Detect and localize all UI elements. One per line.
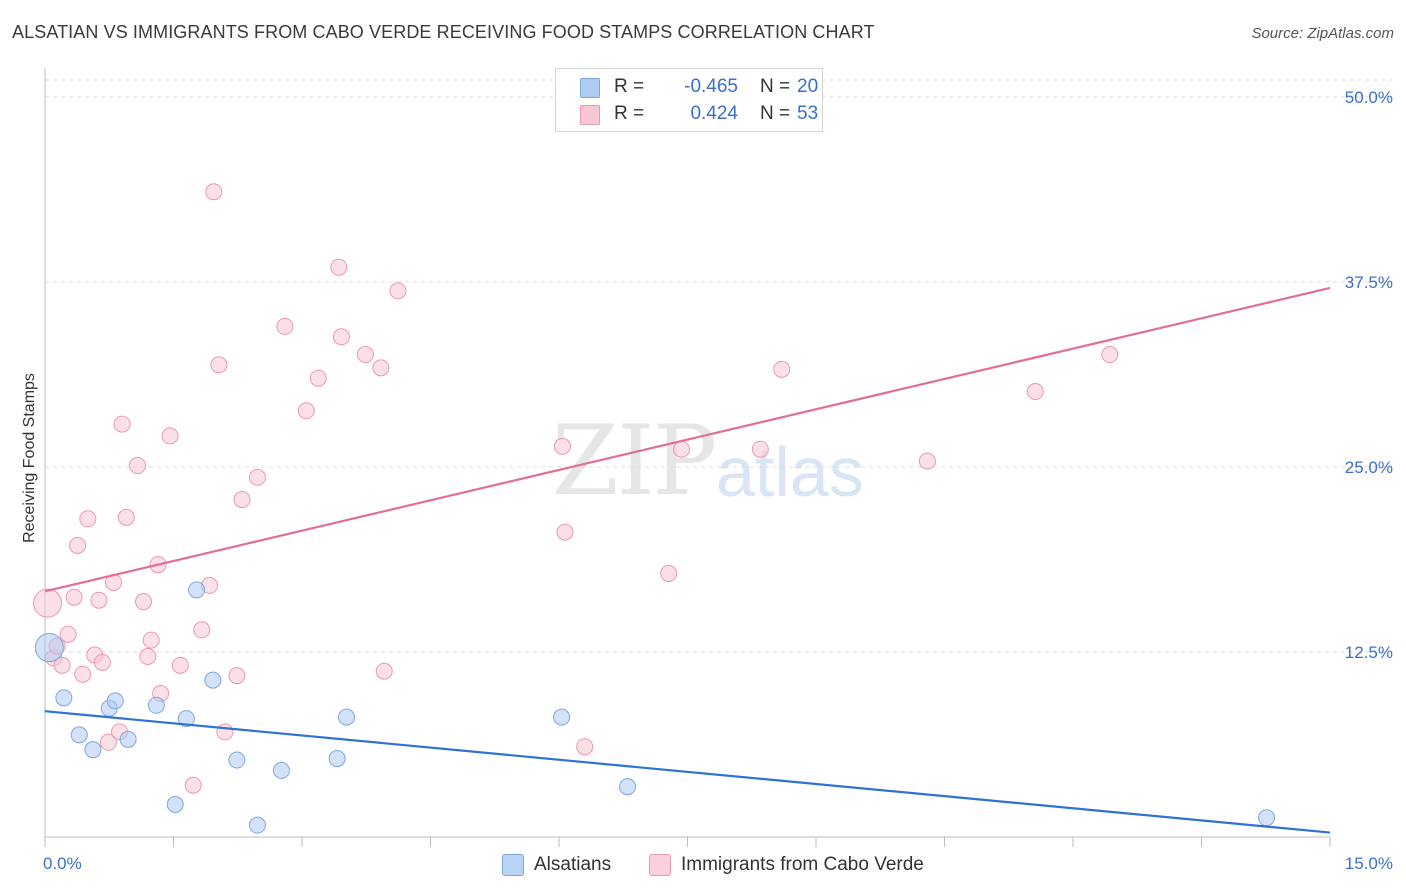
data-point-cabo-verde: [161, 427, 179, 445]
data-point-cabo-verde: [99, 733, 117, 751]
series-points-alsatians: [34, 581, 1276, 834]
data-point-cabo-verde: [330, 258, 348, 276]
trend-line-alsatians: [44, 710, 1331, 834]
data-point-cabo-verde: [248, 468, 266, 486]
n-value: 53: [797, 103, 819, 124]
data-point-cabo-verde: [1101, 346, 1119, 364]
data-point-cabo-verde: [553, 437, 571, 455]
data-point-cabo-verde: [309, 369, 327, 387]
trend-line-cabo-verde: [44, 286, 1331, 593]
n-value: 20: [797, 76, 819, 97]
data-point-cabo-verde: [576, 738, 594, 756]
data-point-cabo-verde: [59, 625, 77, 643]
legend-swatch-alsatians: [580, 78, 600, 98]
data-point-cabo-verde: [356, 346, 374, 364]
data-point-alsatians: [248, 816, 266, 834]
data-point-alsatians: [228, 751, 246, 769]
data-point-alsatians: [328, 750, 346, 768]
data-point-cabo-verde: [233, 491, 251, 509]
x-tick-label-min: 0.0%: [43, 854, 82, 873]
tick-labels: 12.5% 25.0% 37.5% 50.0% 0.0% 15.0%: [43, 88, 1393, 873]
legend-label-cabo-verde: Immigrants from Cabo Verde: [681, 854, 924, 875]
data-point-cabo-verde: [389, 282, 407, 300]
data-point-cabo-verde: [129, 457, 147, 475]
data-point-cabo-verde: [216, 723, 234, 741]
data-point-alsatians: [204, 671, 222, 689]
legend-label-alsatians: Alsatians: [534, 854, 612, 875]
data-point-cabo-verde: [69, 536, 87, 554]
legend-swatch-cabo-verde: [649, 854, 671, 876]
data-point-cabo-verde: [135, 593, 153, 611]
data-point-cabo-verde: [372, 359, 390, 377]
source-credit: Source: ZipAtlas.com: [1251, 25, 1394, 42]
r-value: -0.465: [684, 76, 738, 97]
data-point-cabo-verde: [113, 415, 131, 433]
data-point-cabo-verde: [773, 360, 791, 378]
r-value: 0.424: [690, 103, 738, 124]
legend-swatch-cabo-verde: [580, 105, 600, 125]
watermark-atlas: atlas: [716, 433, 864, 511]
data-point-cabo-verde: [660, 565, 678, 583]
data-point-cabo-verde: [673, 440, 691, 458]
data-point-cabo-verde: [90, 591, 108, 609]
data-point-cabo-verde: [193, 621, 211, 639]
data-point-alsatians: [119, 730, 137, 748]
y-tick-label: 12.5%: [1345, 643, 1393, 662]
data-point-cabo-verde: [139, 647, 157, 665]
legend-swatch-alsatians: [502, 854, 524, 876]
data-point-cabo-verde: [117, 508, 135, 526]
data-point-alsatians: [1258, 809, 1276, 827]
data-point-alsatians: [84, 741, 102, 759]
n-label: N =: [760, 76, 791, 97]
data-point-alsatians: [147, 696, 165, 714]
data-point-alsatians: [619, 778, 637, 796]
data-point-cabo-verde: [93, 653, 111, 671]
data-point-alsatians: [166, 795, 184, 813]
data-point-cabo-verde: [53, 656, 71, 674]
watermark-zip: ZIP: [552, 405, 717, 517]
data-point-alsatians: [177, 710, 195, 728]
series-points-immigrants-cabo-verde: [33, 183, 1119, 794]
y-tick-label: 50.0%: [1345, 88, 1393, 107]
data-point-cabo-verde: [210, 356, 228, 374]
data-point-alsatians: [106, 692, 124, 710]
axes: [44, 68, 1331, 847]
y-tick-label: 25.0%: [1345, 458, 1393, 477]
data-point-cabo-verde: [751, 440, 769, 458]
data-point-alsatians: [70, 726, 88, 744]
data-point-cabo-verde: [79, 510, 97, 528]
data-point-cabo-verde: [74, 665, 92, 683]
series-legend: Alsatians Immigrants from Cabo Verde: [0, 852, 1406, 878]
data-point-cabo-verde: [142, 631, 160, 649]
grid-lines: [45, 79, 1392, 653]
data-point-cabo-verde: [375, 662, 393, 680]
x-tick-label-max: 15.0%: [1345, 854, 1393, 873]
correlation-legend: R = -0.465 N = 20 R = 0.424 N = 53: [555, 68, 823, 132]
data-point-cabo-verde: [1026, 383, 1044, 401]
data-point-cabo-verde: [65, 588, 83, 606]
data-point-cabo-verde: [918, 452, 936, 470]
data-point-cabo-verde: [184, 776, 202, 794]
data-point-cabo-verde: [332, 328, 350, 346]
data-point-cabo-verde: [556, 523, 574, 541]
r-label: R =: [614, 76, 645, 97]
data-point-cabo-verde: [276, 317, 294, 335]
n-label: N =: [760, 103, 791, 124]
data-point-cabo-verde: [171, 656, 189, 674]
data-point-cabo-verde: [297, 402, 315, 420]
y-tick-label: 37.5%: [1345, 273, 1393, 292]
r-label: R =: [614, 103, 645, 124]
data-point-alsatians: [338, 708, 356, 726]
data-point-alsatians: [272, 761, 290, 779]
data-point-alsatians: [188, 581, 206, 599]
data-point-cabo-verde: [33, 588, 63, 618]
trend-lines: [44, 286, 1331, 834]
data-point-alsatians: [55, 689, 73, 707]
chart-title: ALSATIAN VS IMMIGRANTS FROM CABO VERDE R…: [12, 22, 875, 42]
data-point-alsatians: [553, 708, 571, 726]
data-point-alsatians: [34, 633, 64, 663]
data-point-cabo-verde: [205, 183, 223, 201]
data-point-cabo-verde: [228, 667, 246, 685]
